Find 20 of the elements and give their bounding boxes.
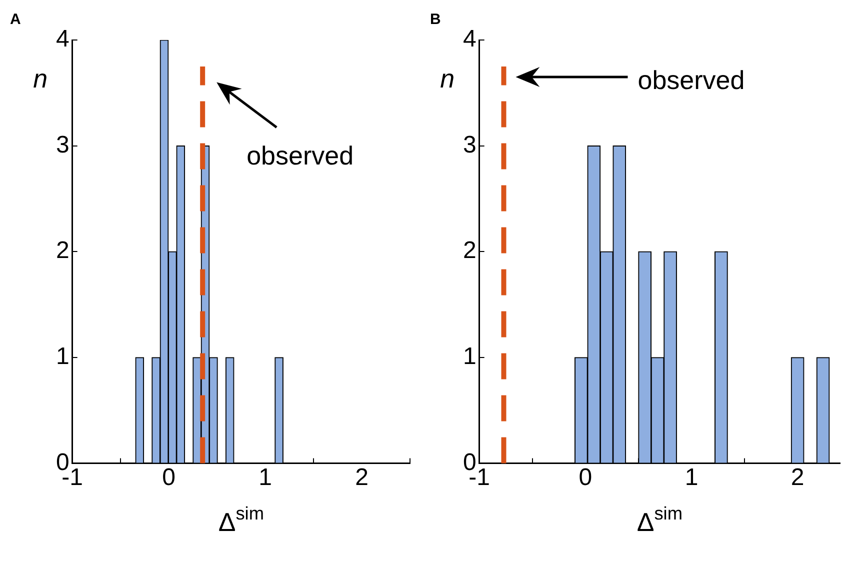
y-tick-label: 2 (462, 237, 476, 264)
y-tick-label: 4 (462, 26, 476, 53)
x-tick-label: 0 (578, 464, 592, 492)
x-tick-label: 0 (162, 464, 176, 492)
y-axis-title: n (440, 64, 455, 94)
x-tick-label: 2 (790, 464, 804, 492)
y-tick-label: 1 (56, 343, 70, 370)
chart-title: A (10, 11, 21, 28)
y-tick-label: 1 (462, 343, 476, 370)
x-tick-label: 2 (355, 464, 368, 492)
x-tick-label: 1 (258, 464, 272, 492)
y-axis-title: n (33, 64, 48, 94)
y-tick-label: 3 (56, 131, 70, 158)
y-tick-label: 4 (56, 26, 70, 53)
y-tick-label: 3 (462, 131, 476, 158)
annotation: observed (638, 65, 745, 96)
annotation: observed (246, 140, 354, 170)
x-tick-label: 1 (684, 464, 698, 492)
y-tick-label: 2 (56, 237, 70, 264)
chart-title: B (430, 11, 441, 28)
